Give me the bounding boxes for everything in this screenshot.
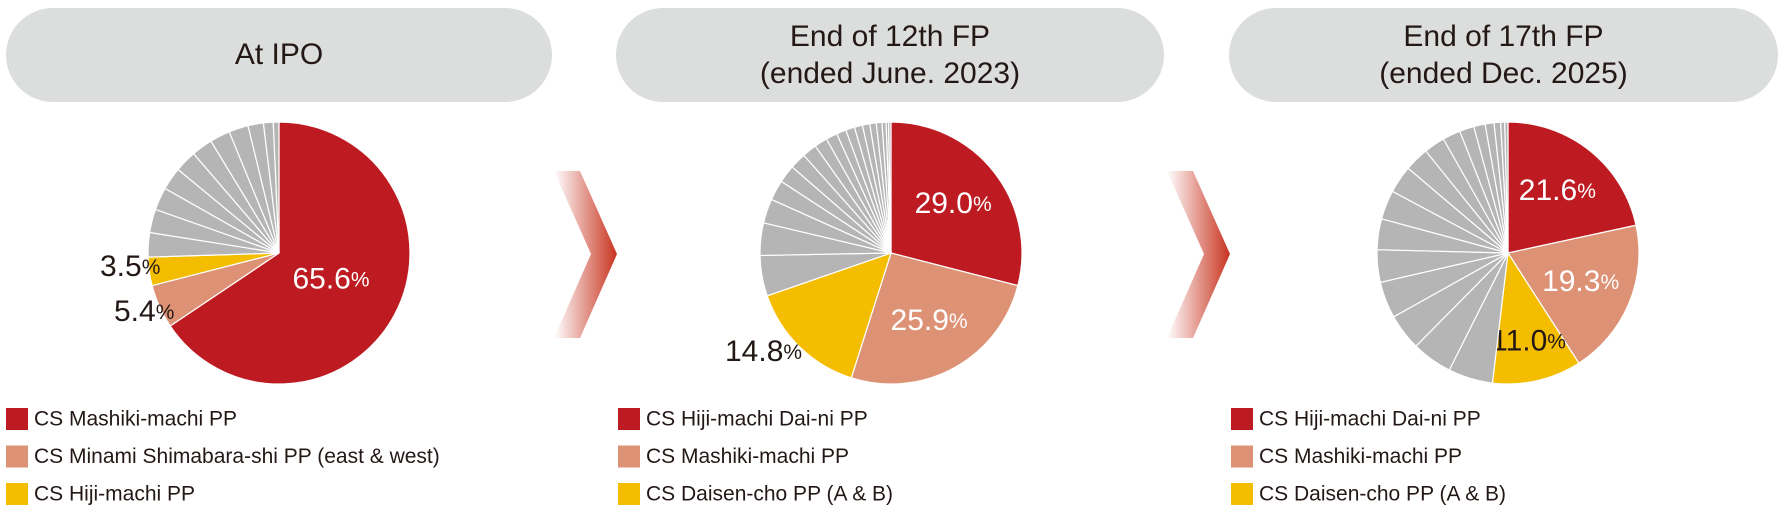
data-label: 25.9% <box>891 304 968 337</box>
legend-label: CS Mashiki-machi PP <box>646 445 849 468</box>
legend-label: CS Mashiki-machi PP <box>1259 445 1462 468</box>
pie-slice <box>272 121 280 254</box>
chart-subtitle: (ended Dec. 2025) <box>1379 57 1628 90</box>
data-label: 14.8% <box>725 335 802 368</box>
legend-label: CS Hiji-machi Dai-ni PP <box>646 408 868 431</box>
data-label: 5.4% <box>114 295 174 328</box>
legend-swatch <box>618 445 640 468</box>
chart-title: End of 12th FP <box>790 20 990 53</box>
legend-label: CS Daisen-cho PP (A & B) <box>1259 483 1506 506</box>
legend-label: CS Hiji-machi PP <box>34 483 195 506</box>
data-label: 3.5% <box>100 250 160 283</box>
pie-slice <box>850 252 1019 385</box>
data-label: 65.6% <box>292 263 369 296</box>
pie-slice <box>887 121 892 254</box>
arrow <box>554 171 617 338</box>
title-pill <box>1229 8 1778 102</box>
pie-slice <box>1507 121 1637 254</box>
data-label: 21.6% <box>1519 174 1596 207</box>
title-pill <box>6 8 552 102</box>
title-pill <box>616 8 1164 102</box>
legend-label: CS Daisen-cho PP (A & B) <box>646 483 893 506</box>
legend-swatch <box>618 408 640 430</box>
legend-swatch <box>1231 408 1253 430</box>
legend-swatch <box>6 483 28 505</box>
pie-slice <box>1491 251 1580 385</box>
legend-swatch <box>6 445 28 468</box>
pie-slice <box>169 121 411 385</box>
data-label: 19.3% <box>1542 265 1619 298</box>
arrow <box>1167 171 1230 338</box>
pie-slice <box>766 252 892 379</box>
data-label: 11.0% <box>1491 324 1566 357</box>
pie-slice <box>890 121 1023 287</box>
legend-swatch <box>1231 445 1253 468</box>
legend-label: CS Hiji-machi Dai-ni PP <box>1259 408 1481 431</box>
chart-title: At IPO <box>235 38 323 71</box>
pie-slice <box>1504 121 1509 254</box>
legend-swatch <box>6 408 28 430</box>
legend-swatch <box>1231 483 1253 505</box>
chart-subtitle: (ended June. 2023) <box>760 57 1020 90</box>
chart-title: End of 17th FP <box>1403 20 1603 53</box>
legend-swatch <box>618 483 640 505</box>
pie-slice <box>1507 224 1640 364</box>
legend-label: CS Minami Shimabara-shi PP (east & west) <box>34 445 440 468</box>
legend-label: CS Mashiki-machi PP <box>34 408 237 431</box>
data-label: 29.0% <box>915 187 992 220</box>
